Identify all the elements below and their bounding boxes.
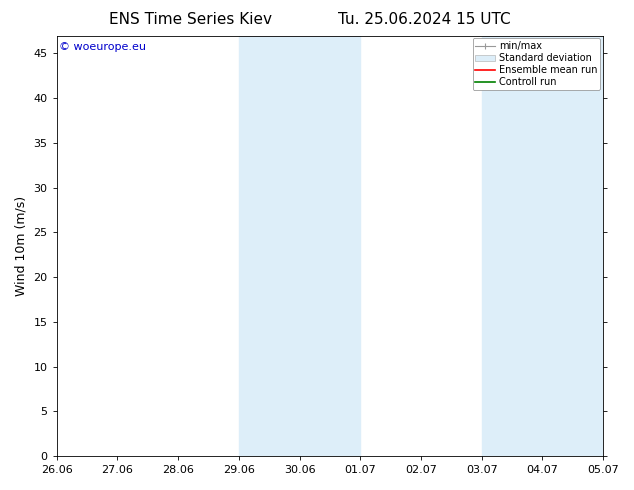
- Bar: [239, 36, 360, 456]
- Text: Tu. 25.06.2024 15 UTC: Tu. 25.06.2024 15 UTC: [339, 12, 511, 27]
- Text: © woeurope.eu: © woeurope.eu: [60, 42, 146, 52]
- Legend: min/max, Standard deviation, Ensemble mean run, Controll run: min/max, Standard deviation, Ensemble me…: [472, 39, 600, 90]
- Bar: [482, 36, 603, 456]
- Text: ENS Time Series Kiev: ENS Time Series Kiev: [108, 12, 272, 27]
- Y-axis label: Wind 10m (m/s): Wind 10m (m/s): [15, 196, 28, 296]
